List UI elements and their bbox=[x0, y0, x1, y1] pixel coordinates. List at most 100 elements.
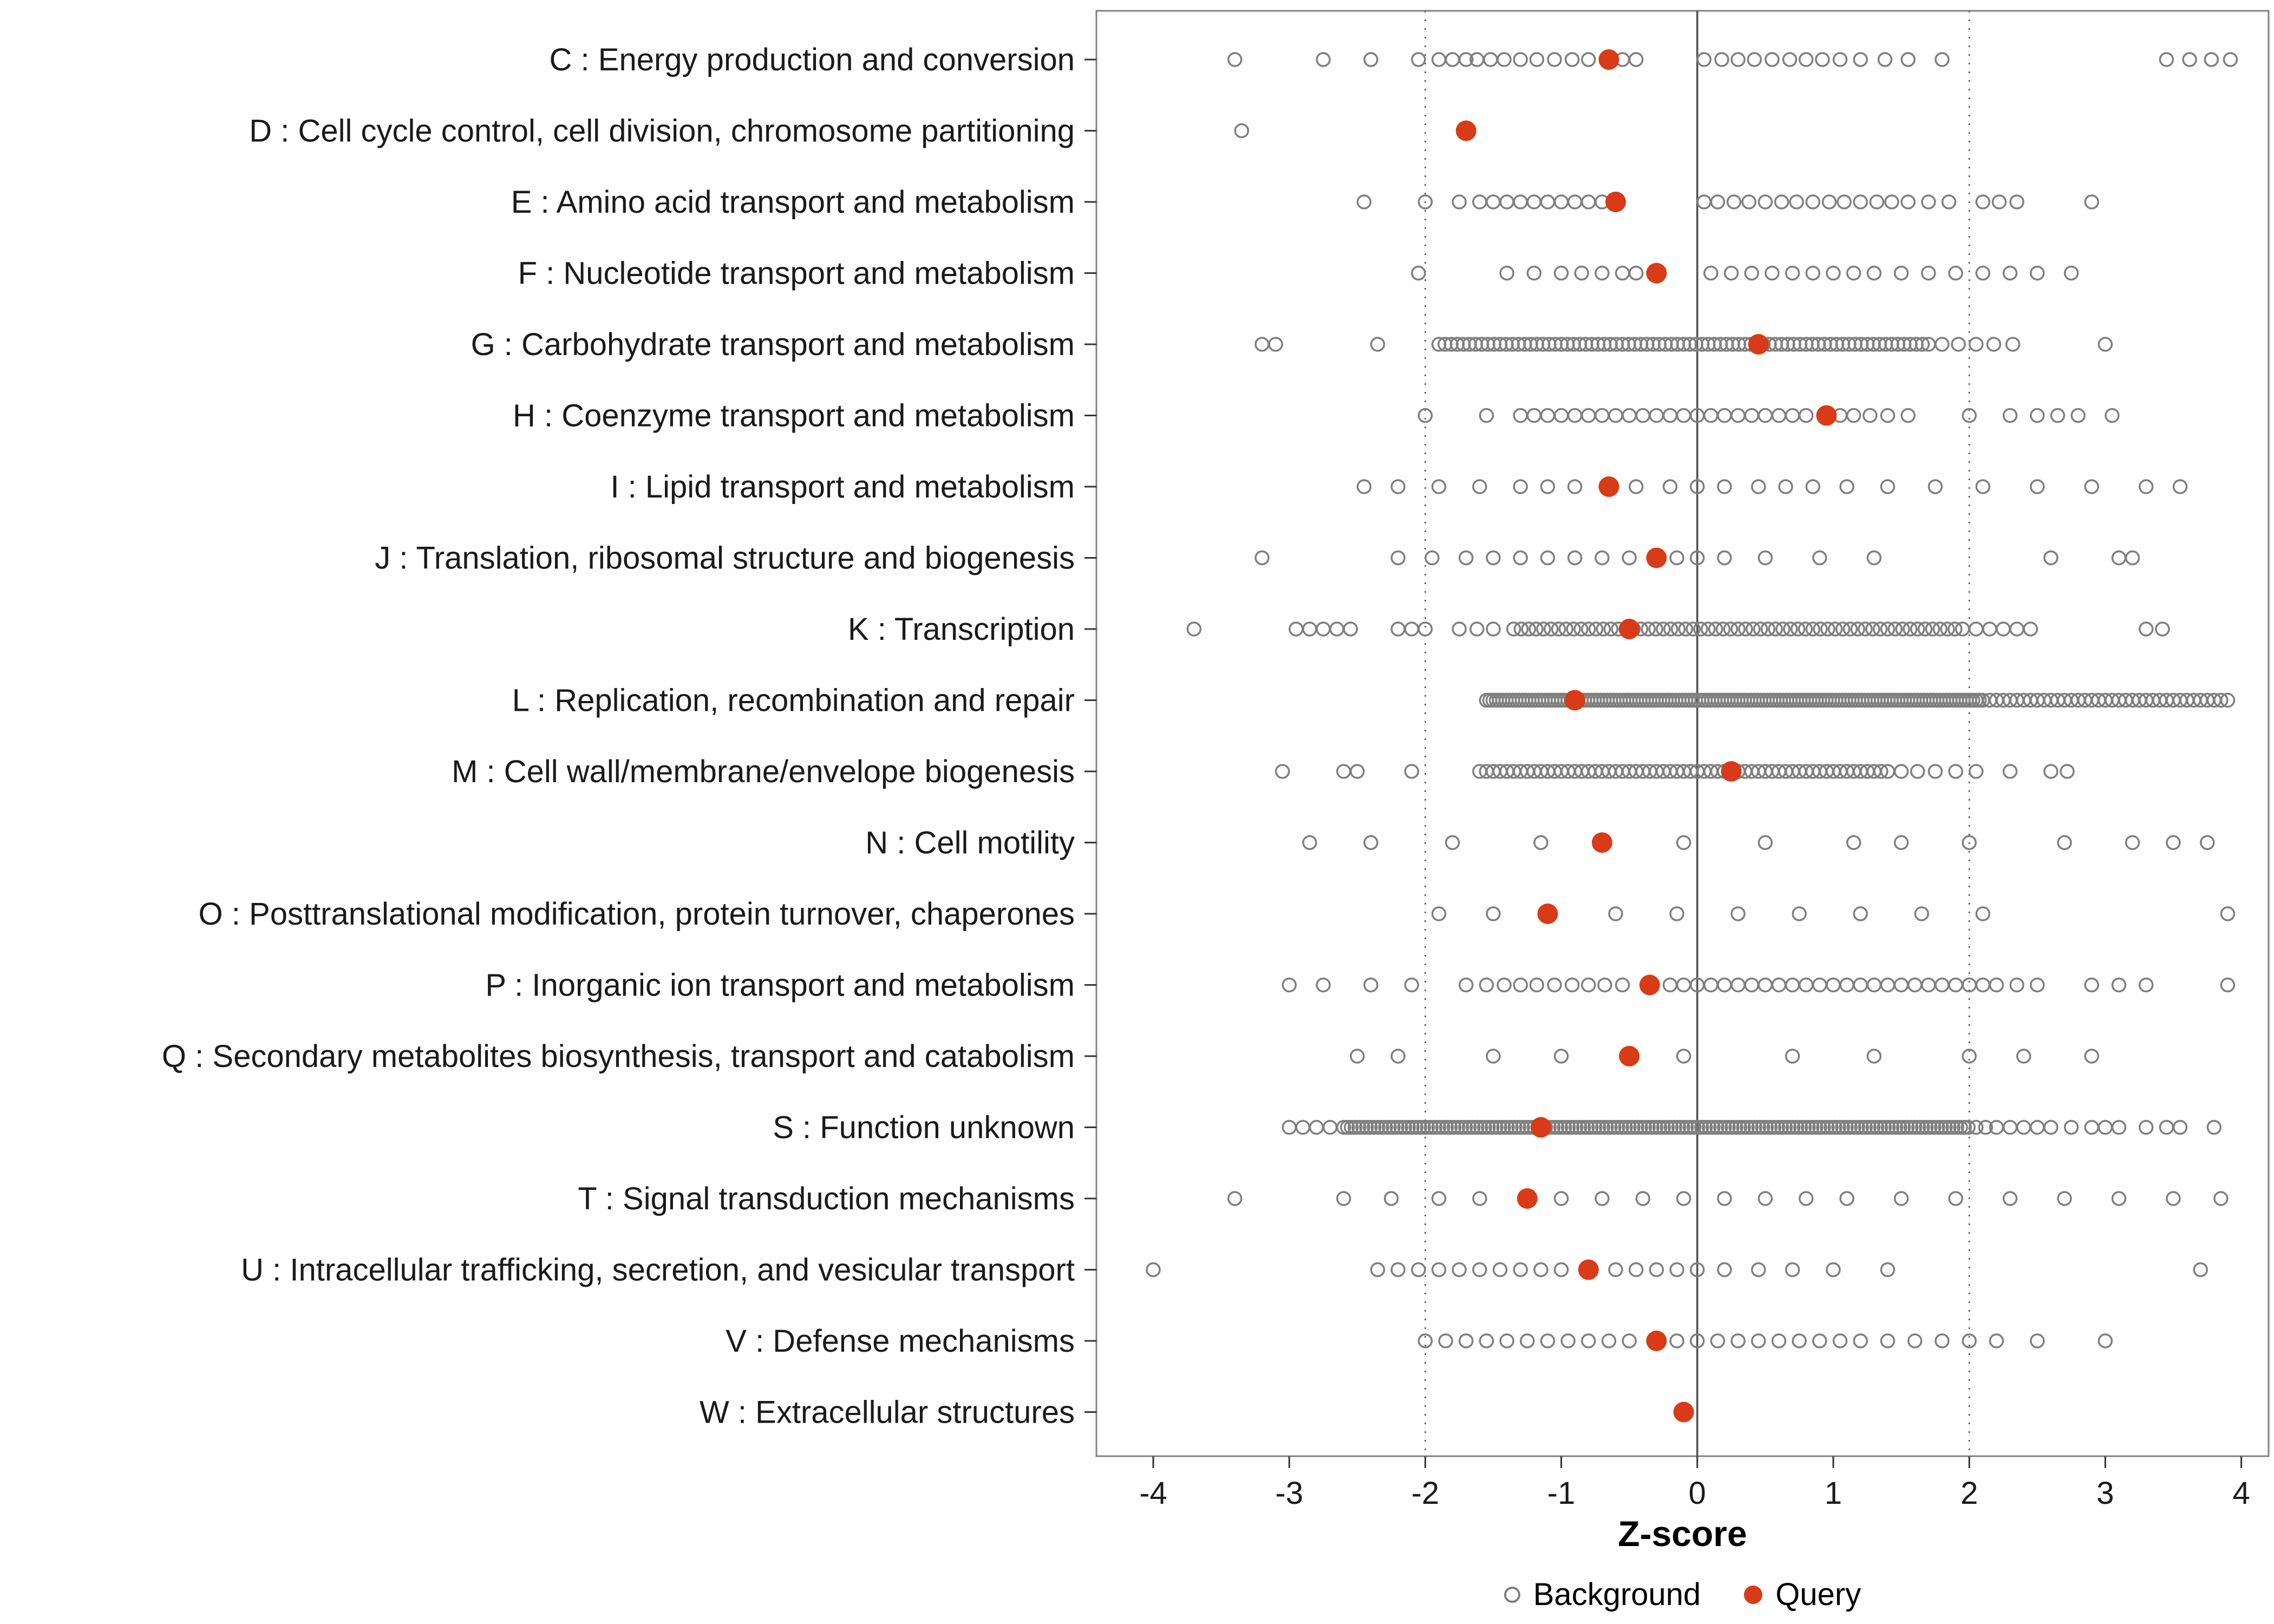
background-point bbox=[1540, 550, 1556, 566]
background-point bbox=[1774, 194, 1789, 209]
background-point bbox=[1880, 1119, 1896, 1135]
open-circle-icon bbox=[1504, 1586, 1520, 1603]
background-point bbox=[1948, 265, 1963, 281]
background-point bbox=[1846, 265, 1861, 281]
background-point bbox=[1757, 550, 1773, 566]
background-point bbox=[1544, 621, 1559, 637]
background-point bbox=[2111, 1119, 2127, 1135]
background-point bbox=[2084, 479, 2100, 494]
background-point bbox=[1805, 479, 1821, 494]
background-point bbox=[1520, 1333, 1535, 1348]
background-point bbox=[1789, 1119, 1805, 1135]
background-point bbox=[1880, 1333, 1896, 1348]
background-point bbox=[2213, 1191, 2229, 1206]
background-point bbox=[2139, 621, 2154, 637]
category-label: O : Posttranslational modification, prot… bbox=[199, 896, 1075, 932]
category-label: V : Defense mechanisms bbox=[726, 1324, 1075, 1359]
background-point bbox=[1499, 265, 1514, 281]
background-point bbox=[1730, 906, 1746, 921]
background-point bbox=[2200, 835, 2215, 850]
background-point bbox=[1790, 621, 1806, 637]
background-point bbox=[2030, 977, 2045, 993]
category-label: J : Translation, ribosomal structure and… bbox=[375, 541, 1075, 576]
background-point bbox=[1663, 1119, 1679, 1135]
background-point bbox=[1730, 52, 1746, 67]
background-point bbox=[1339, 1119, 1355, 1135]
query-point bbox=[1598, 476, 1619, 497]
background-point bbox=[1781, 1119, 1797, 1135]
background-point bbox=[1831, 1119, 1846, 1135]
background-point bbox=[1459, 1333, 1474, 1348]
background-point bbox=[1796, 1119, 1812, 1135]
background-point bbox=[1706, 1119, 1721, 1135]
background-point bbox=[1723, 265, 1739, 281]
background-point bbox=[1935, 52, 1950, 67]
background-point bbox=[1350, 1049, 1365, 1064]
background-point bbox=[1452, 194, 1467, 209]
background-point bbox=[2057, 835, 2072, 850]
background-point bbox=[1417, 621, 1433, 637]
background-point bbox=[1910, 621, 1925, 637]
background-point bbox=[1417, 408, 1433, 423]
background-point bbox=[1839, 1119, 1854, 1135]
background-point bbox=[1824, 1119, 1839, 1135]
background-point bbox=[1921, 194, 1936, 209]
background-point bbox=[1676, 1191, 1691, 1206]
query-point bbox=[1537, 903, 1558, 924]
background-point bbox=[1486, 906, 1501, 921]
background-point bbox=[2105, 408, 2120, 423]
background-point bbox=[1714, 52, 1729, 67]
background-point bbox=[1595, 1191, 1610, 1206]
background-point bbox=[1608, 1262, 1623, 1278]
background-point bbox=[1842, 621, 1858, 637]
background-point bbox=[1717, 1262, 1732, 1278]
background-point bbox=[1633, 1119, 1649, 1135]
background-point bbox=[1975, 906, 1991, 921]
category-label: U : Intracellular trafficking, secretion… bbox=[241, 1253, 1075, 1288]
background-point bbox=[2155, 621, 2170, 637]
background-point bbox=[1813, 621, 1828, 637]
background-point bbox=[1713, 1119, 1728, 1135]
background-point bbox=[1529, 977, 1545, 993]
background-point bbox=[1574, 265, 1590, 281]
background-point bbox=[2172, 1119, 2188, 1135]
background-point bbox=[1511, 1119, 1526, 1135]
background-point bbox=[1914, 906, 1930, 921]
background-point bbox=[1948, 621, 1963, 637]
background-point bbox=[1873, 764, 1889, 779]
background-point bbox=[1853, 194, 1868, 209]
background-point bbox=[1599, 1119, 1614, 1135]
category-label: C : Energy production and conversion bbox=[550, 42, 1075, 77]
background-point bbox=[1564, 977, 1580, 993]
background-point bbox=[1581, 52, 1596, 67]
background-point bbox=[1355, 1119, 1370, 1135]
background-point bbox=[1351, 1119, 1367, 1135]
background-point bbox=[1529, 52, 1545, 67]
background-point bbox=[1521, 621, 1537, 637]
background-point bbox=[1815, 52, 1830, 67]
background-point bbox=[1832, 52, 1848, 67]
category-label: I : Lipid transport and metabolism bbox=[610, 469, 1075, 505]
background-point bbox=[2206, 1119, 2222, 1135]
background-point bbox=[1730, 621, 1746, 637]
background-point bbox=[1275, 764, 1290, 779]
x-tick-label: 2 bbox=[1961, 1476, 1978, 1510]
background-point bbox=[1792, 906, 1807, 921]
background-point bbox=[1459, 52, 1474, 67]
background-point bbox=[1923, 1119, 1938, 1135]
background-point bbox=[1423, 1119, 1439, 1135]
background-point bbox=[1486, 1049, 1501, 1064]
background-point bbox=[1986, 337, 2002, 352]
background-point bbox=[1442, 1119, 1458, 1135]
background-point bbox=[1921, 265, 1936, 281]
background-point bbox=[1404, 977, 1420, 993]
background-point bbox=[1390, 1049, 1406, 1064]
background-point bbox=[1382, 1119, 1397, 1135]
background-point bbox=[1903, 1119, 1919, 1135]
background-point bbox=[2084, 1049, 2100, 1064]
background-point bbox=[1917, 621, 1933, 637]
background-point bbox=[1759, 1119, 1774, 1135]
query-point bbox=[1748, 334, 1769, 355]
background-point bbox=[1798, 621, 1813, 637]
background-point bbox=[1951, 337, 1966, 352]
